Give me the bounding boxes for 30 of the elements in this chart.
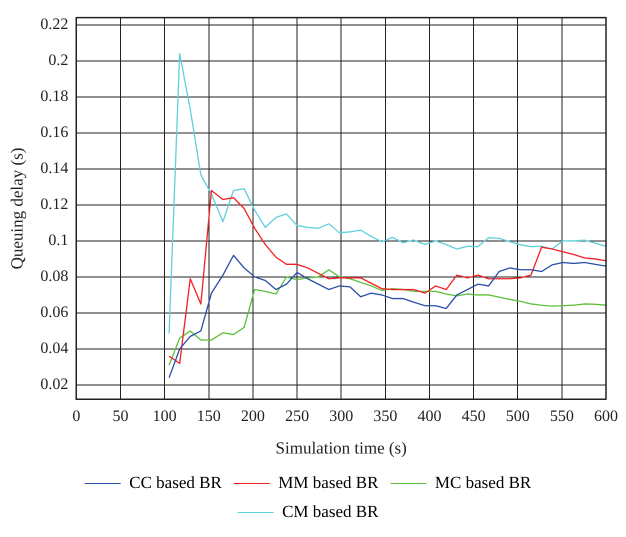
y-tick-label: 0.22 (40, 16, 68, 34)
x-tick-label: 400 (417, 408, 442, 426)
x-tick-label: 300 (329, 408, 354, 426)
x-tick-label: 600 (594, 408, 618, 426)
y-tick-label: 0.1 (48, 232, 68, 250)
y-tick-label: 0.06 (40, 304, 68, 322)
y-tick-label: 0.16 (40, 124, 68, 142)
x-tick-label: 500 (506, 408, 530, 426)
y-tick-label: 0.02 (40, 376, 68, 394)
legend-label: MC based BR (434, 472, 532, 492)
x-tick-label: 450 (462, 408, 486, 426)
x-tick-label: 350 (373, 408, 398, 426)
y-tick-label: 0.14 (40, 160, 68, 178)
y-tick-label: 0.12 (40, 196, 68, 214)
x-tick-label: 0 (72, 408, 80, 426)
x-tick-label: 250 (285, 408, 310, 426)
legend-label: CM based BR (282, 502, 380, 521)
x-tick-label: 100 (152, 408, 177, 426)
y-tick-label: 0.04 (40, 340, 68, 358)
x-tick-label: 150 (196, 408, 221, 426)
x-tick-label: 200 (240, 408, 265, 426)
x-axis-title: Simulation time (s) (276, 438, 407, 458)
legend-label: CC based BR (129, 472, 222, 492)
legend-label: MM based BR (278, 472, 380, 492)
y-tick-label: 0.2 (48, 52, 68, 70)
x-tick-label: 550 (550, 408, 574, 426)
y-axis-title: Queuing delay (s) (8, 148, 27, 270)
y-tick-label: 0.08 (40, 268, 68, 286)
x-tick-label: 50 (112, 408, 129, 426)
y-tick-label: 0.18 (40, 88, 68, 106)
